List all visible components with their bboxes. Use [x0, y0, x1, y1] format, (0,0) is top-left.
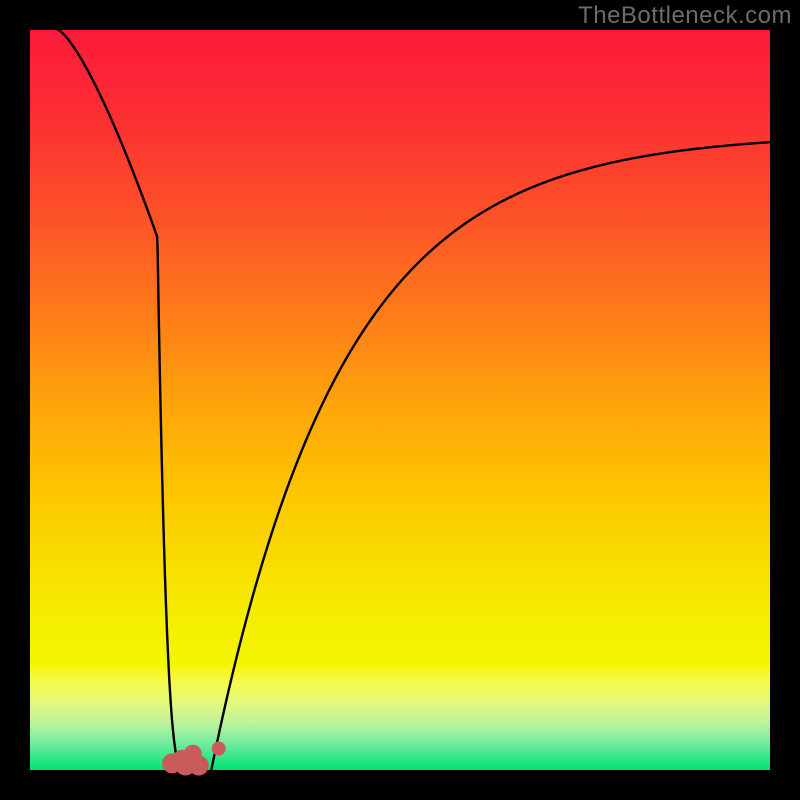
- marker-dot-4: [184, 745, 202, 763]
- chart-stage: TheBottleneck.com: [0, 0, 800, 800]
- plot-area-gradient: [30, 30, 770, 770]
- watermark-text: TheBottleneck.com: [578, 2, 792, 30]
- marker-dot-5: [212, 742, 226, 756]
- bottleneck-chart-svg: [0, 0, 800, 800]
